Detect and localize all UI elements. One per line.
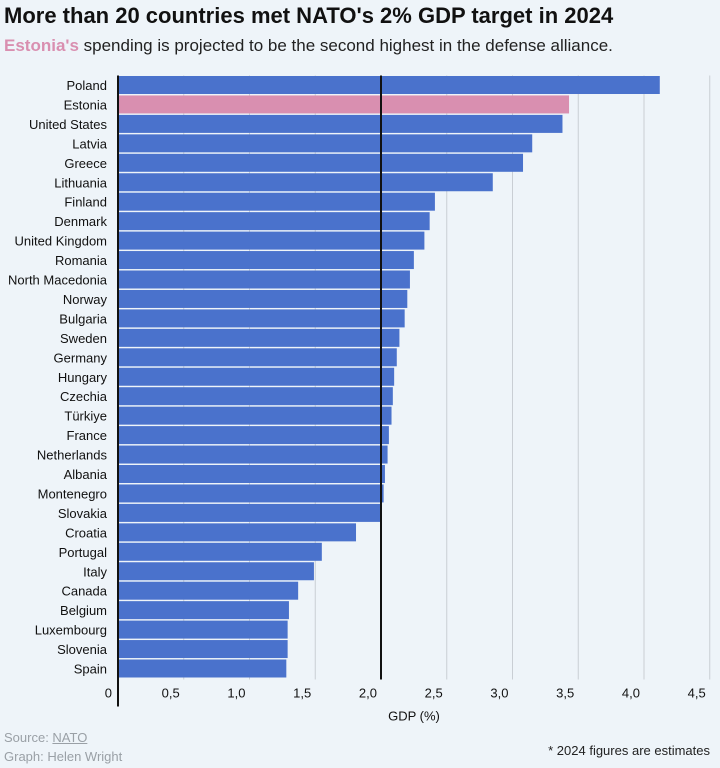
- bar-denmark: [118, 212, 430, 231]
- category-label: Denmark: [54, 214, 107, 229]
- source-line: Source: NATO: [4, 728, 122, 747]
- category-label: Poland: [67, 78, 107, 93]
- bar-estonia: [118, 95, 570, 114]
- category-label: Latvia: [72, 136, 107, 151]
- x-tick-label: 1,0: [227, 685, 245, 700]
- estimate-footnote: * 2024 figures are estimates: [548, 743, 710, 758]
- bar-montenegro: [118, 484, 384, 503]
- bar-chart: Poland Estonia United States Latvia Greece Li…: [8, 75, 711, 723]
- bar-belgium: [118, 601, 289, 620]
- category-label: Canada: [61, 584, 107, 599]
- category-label: Hungary: [58, 370, 108, 385]
- footer-credits: Source: NATO Graph: Helen Wright: [4, 728, 122, 766]
- category-label: Spain: [74, 662, 107, 677]
- category-label: Croatia: [65, 525, 108, 540]
- bar-united-states: [118, 114, 563, 133]
- bar-spain: [118, 659, 287, 678]
- category-label: Sweden: [60, 331, 107, 346]
- category-label: Lithuania: [54, 175, 108, 190]
- category-label: Italy: [83, 564, 107, 579]
- x-tick-label: 3,0: [490, 685, 508, 700]
- x-tick-label: 0,5: [162, 685, 180, 700]
- bar-czechia: [118, 387, 393, 406]
- x-tick-label: 4,0: [622, 685, 640, 700]
- category-label: Norway: [63, 292, 108, 307]
- category-label: United Kingdom: [15, 234, 108, 249]
- subtitle-highlight: Estonia's: [4, 36, 79, 55]
- subtitle-text: spending is projected to be the second h…: [78, 36, 613, 55]
- bar-slovenia: [118, 640, 288, 659]
- category-label: Slovakia: [58, 506, 108, 521]
- bar-france: [118, 426, 389, 445]
- x-tick-label: 4,5: [688, 685, 706, 700]
- bar-norway: [118, 289, 408, 308]
- chart-title: More than 20 countries met NATO's 2% GDP…: [4, 3, 614, 28]
- bar-sweden: [118, 328, 400, 347]
- category-label: United States: [29, 117, 108, 132]
- category-label: North Macedonia: [8, 273, 108, 288]
- bar-bulgaria: [118, 309, 405, 328]
- category-label: Slovenia: [57, 642, 108, 657]
- source-label: Source:: [4, 730, 53, 745]
- bar-lithuania: [118, 173, 493, 192]
- category-label: Romania: [55, 253, 108, 268]
- bar-germany: [118, 348, 397, 367]
- bar-albania: [118, 465, 385, 483]
- bar-türkiye: [118, 406, 392, 425]
- bar-latvia: [118, 134, 533, 153]
- bar-canada: [118, 581, 299, 600]
- bar-hungary: [118, 367, 395, 386]
- category-label: Luxembourg: [35, 623, 107, 638]
- bar-romania: [118, 251, 414, 270]
- bar-croatia: [118, 523, 357, 542]
- category-label: Belgium: [60, 603, 107, 618]
- bar-united-kingdom: [118, 231, 425, 250]
- category-label: Montenegro: [38, 486, 107, 501]
- x-tick-label: 2,5: [425, 685, 443, 700]
- bar-netherlands: [118, 445, 388, 464]
- bar-poland: [118, 76, 660, 94]
- category-label: Finland: [64, 195, 107, 210]
- bar-finland: [118, 192, 435, 211]
- x-tick-label: 2,0: [359, 685, 377, 700]
- bar-north-macedonia: [118, 270, 410, 289]
- bar-slovakia: [118, 503, 381, 522]
- x-tick-label: 0: [105, 685, 112, 700]
- source-link[interactable]: NATO: [52, 730, 88, 745]
- x-axis-title: GDP (%): [388, 708, 440, 723]
- category-label: Bulgaria: [59, 311, 107, 326]
- category-label: Greece: [64, 156, 107, 171]
- bar-portugal: [118, 542, 322, 561]
- x-tick-label: 3,5: [556, 685, 574, 700]
- bar-italy: [118, 562, 314, 581]
- category-label: Portugal: [59, 545, 108, 560]
- category-label: Netherlands: [37, 448, 108, 463]
- bar-greece: [118, 153, 524, 172]
- category-label: Germany: [54, 350, 108, 365]
- category-label: Türkiye: [64, 409, 107, 424]
- category-label: Estonia: [64, 97, 108, 112]
- chart-subtitle: Estonia's spending is projected to be th…: [4, 35, 613, 57]
- category-label: Albania: [64, 467, 108, 482]
- bar-luxembourg: [118, 620, 288, 639]
- x-tick-label: 1,5: [293, 685, 311, 700]
- category-label: France: [67, 428, 107, 443]
- graph-credit: Graph: Helen Wright: [4, 749, 123, 764]
- category-label: Czechia: [60, 389, 108, 404]
